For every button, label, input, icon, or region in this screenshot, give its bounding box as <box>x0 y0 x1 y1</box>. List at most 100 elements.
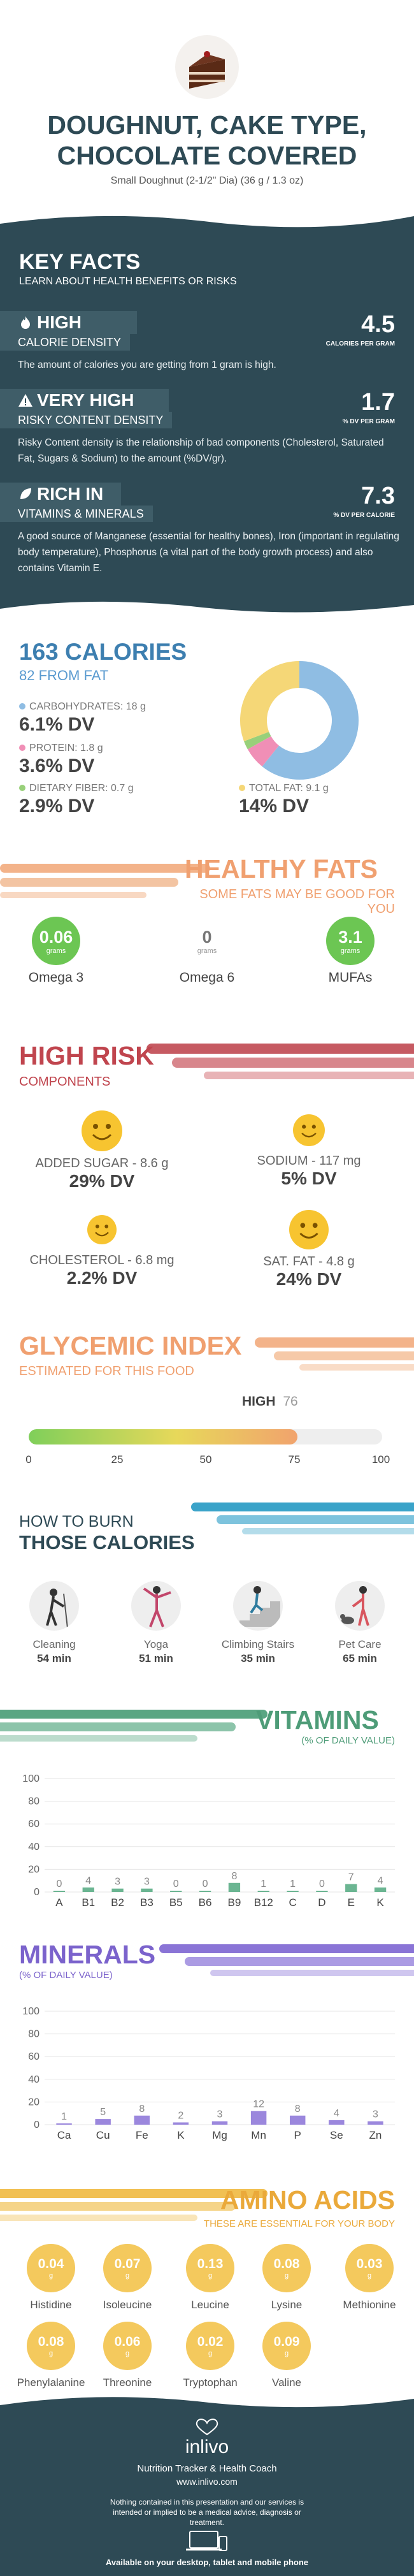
donut-slice-protein <box>247 736 280 767</box>
risk-sat-fat: SAT. FAT - 4.8 g 24% DV <box>220 1210 398 1290</box>
fact-label: RISKY CONTENT DENSITY <box>0 412 173 428</box>
bar-K <box>374 1887 387 1892</box>
bar-Se <box>329 2120 345 2125</box>
amino-value: 0.07 <box>114 2257 141 2271</box>
page-title: DOUGHNUT, CAKE TYPE, CHOCOLATE COVERED <box>47 110 367 170</box>
glycemic-tick: 0 <box>25 1453 32 1466</box>
fat-circle: 0.06 grams <box>32 917 80 965</box>
amino-isoleucine: 0.07 g Isoleucine <box>89 2244 166 2311</box>
amino-value: 0.03 <box>356 2257 383 2271</box>
y-tick-label: 40 <box>28 1842 39 1852</box>
amino-valine: 0.09 g Valine <box>248 2322 325 2389</box>
y-tick-label: 20 <box>28 2097 39 2107</box>
bar-Ca <box>56 2123 72 2125</box>
donut-slice-fiber <box>243 731 271 750</box>
glycemic-level: HIGH 76 <box>242 1394 298 1409</box>
risk-added-sugar: ADDED SUGAR - 8.6 g 29% DV <box>13 1110 191 1191</box>
x-tick-label: A <box>55 1896 63 1909</box>
amino-lysine: 0.08 g Lysine <box>248 2244 325 2311</box>
fact-unit: % DV PER CALORIE <box>333 512 395 519</box>
y-tick-label: 40 <box>28 2074 39 2085</box>
amino-unit: g <box>48 2272 54 2280</box>
bar-value-label: 4 <box>378 1875 383 1886</box>
nutrient-label: DIETARY FIBER: 0.7 g <box>29 783 134 794</box>
minerals-bar-chart: 0 20 40 60 80 100 1 Ca 5 Cu 8 Fe 2 K 3 Mg 12 Mn 8 P 4 Se 3 Zn <box>22 2006 395 2141</box>
fact-unit: CALORIES PER GRAM <box>325 340 395 347</box>
bar-Mg <box>211 2121 228 2125</box>
calories-section: 163 CALORIES 82 FROM FAT CARBOHYDRATES: … <box>0 637 414 822</box>
nutrient-total-fat: TOTAL FAT: 9.1 g 14% DV <box>239 783 329 817</box>
disclaimer: Nothing contained in this presentation a… <box>110 2498 304 2527</box>
nutrient-dv: 6.1% DV <box>19 714 95 735</box>
calorie-donut-chart <box>240 661 359 780</box>
vitamins-bar-chart: 0 20 40 60 80 100 0 A 4 B1 3 B2 3 B3 0 B5 0 B6 8 B9 1 B12 1 C 0 D… <box>22 1773 395 1909</box>
burn-title-line1: HOW TO BURN <box>19 1513 134 1531</box>
devices-icon <box>186 2531 227 2551</box>
risk-dv: 29% DV <box>69 1171 135 1191</box>
bar-value-label: 4 <box>85 1875 91 1886</box>
amino-unit: g <box>125 2272 130 2280</box>
vitamins-subtitle: (% OF DAILY VALUE) <box>301 1735 395 1746</box>
minerals-stripes <box>159 1944 414 1976</box>
legend-dot <box>19 703 25 709</box>
availability-note: Available on your desktop, tablet and mo… <box>105 2558 309 2567</box>
yoga-icon <box>131 1581 181 1631</box>
bar-B9 <box>228 1882 241 1892</box>
fact-label: VITAMINS & MINERALS <box>0 506 153 522</box>
bar-value-label: 0 <box>203 1879 208 1889</box>
bar-value-label: 3 <box>217 2109 223 2120</box>
amino-circle: 0.04 g <box>27 2244 75 2292</box>
glycemic-stripes <box>255 1337 414 1371</box>
legend-dot <box>239 785 245 791</box>
y-tick-label: 80 <box>28 2029 39 2040</box>
amino-title: AMINO ACIDS <box>220 2185 395 2215</box>
minerals-subtitle: (% OF DAILY VALUE) <box>19 1970 113 1981</box>
bar-B1 <box>82 1887 94 1892</box>
fat-omega-6: 0 grams Omega 6 <box>169 917 245 986</box>
amino-value: 0.02 <box>197 2334 224 2349</box>
y-tick-label: 0 <box>34 2120 39 2130</box>
burn-activity: Yoga <box>143 1638 169 1650</box>
amino-value: 0.08 <box>273 2257 300 2271</box>
nutrient-dv: 2.9% DV <box>19 796 95 817</box>
amino-unit: g <box>208 2350 213 2357</box>
fat-value: 0.06 <box>39 927 73 947</box>
vitamins-title: VITAMINS <box>256 1705 379 1735</box>
healthy-fats-title: HEALTHY FATS <box>185 854 378 884</box>
amino-circle: 0.13 g <box>186 2244 234 2292</box>
warning-icon <box>18 394 32 407</box>
amino-unit: g <box>208 2272 213 2280</box>
bar-value-label: 3 <box>373 2109 378 2120</box>
amino-stripes <box>0 2189 268 2221</box>
donut-slice-carbohydrates <box>262 661 359 780</box>
x-tick-label: B12 <box>254 1896 273 1909</box>
footer: inlivo Nutrition Tracker & Health Coach … <box>0 2391 414 2576</box>
serving-size: Small Doughnut (2-1/2" Dia) (36 g / 1.3 … <box>110 175 304 186</box>
header: DOUGHNUT, CAKE TYPE, CHOCOLATE COVERED S… <box>0 0 414 191</box>
brand-website[interactable]: www.inlivo.com <box>176 2477 238 2487</box>
key-facts-subtitle: LEARN ABOUT HEALTH BENEFITS OR RISKS <box>19 276 237 287</box>
risk-label: SAT. FAT - 4.8 g <box>263 1255 355 1269</box>
fat-circle: 0 grams <box>183 917 231 965</box>
risk-label: CHOLESTEROL - 6.8 mg <box>29 1253 175 1267</box>
calories-title: 163 CALORIES <box>19 639 187 665</box>
bar-value-label: 8 <box>231 1871 237 1882</box>
nutrient-label: CARBOHYDRATES: 18 g <box>29 701 146 712</box>
burn-activity: Climbing Stairs <box>221 1638 295 1650</box>
burn-activity: Pet Care <box>338 1638 382 1650</box>
x-tick-label: Se <box>330 2129 343 2141</box>
x-tick-label: E <box>348 1896 355 1909</box>
pet-care-icon <box>335 1581 385 1631</box>
donut-slice-fat <box>240 661 300 741</box>
amino-name: Histidine <box>30 2299 72 2311</box>
x-tick-label: B9 <box>228 1896 241 1909</box>
bar-A <box>53 1891 66 1892</box>
bar-Fe <box>134 2115 150 2125</box>
flame-icon <box>21 316 30 329</box>
wave-divider <box>0 601 414 619</box>
food-image <box>175 35 239 99</box>
glycemic-tick: 50 <box>199 1453 212 1466</box>
amino-unit: g <box>125 2350 130 2357</box>
amino-name: Threonine <box>103 2376 152 2389</box>
